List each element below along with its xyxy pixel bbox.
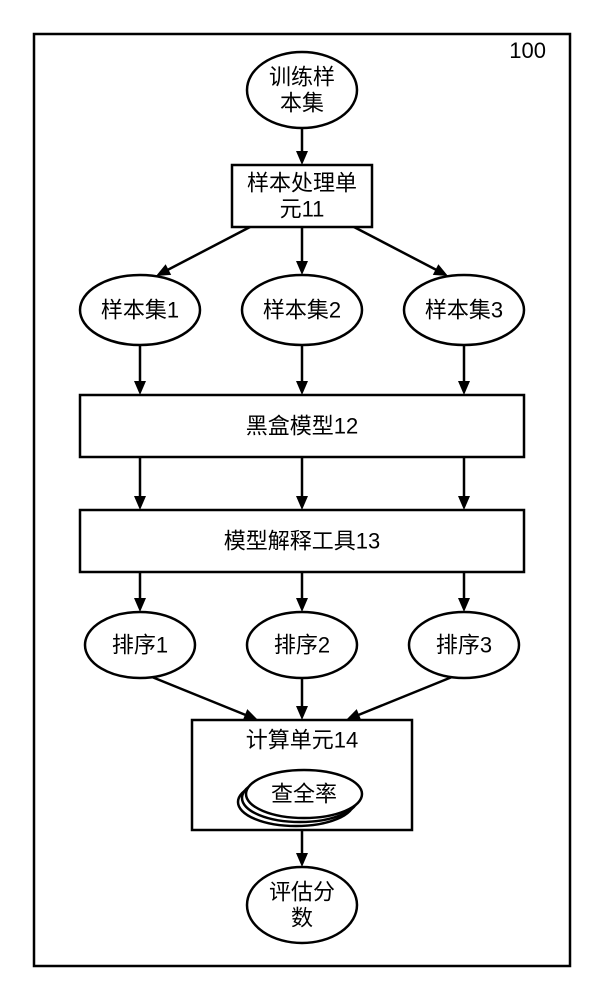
arrowhead <box>296 381 308 395</box>
arrowhead <box>134 496 146 510</box>
node-label: 排序3 <box>436 633 492 658</box>
node-label: 元11 <box>280 197 325 222</box>
node-label: 计算单元14 <box>246 728 358 753</box>
node-label: 排序2 <box>274 633 330 658</box>
arrowhead <box>134 598 146 612</box>
arrowhead <box>296 706 308 720</box>
node-label: 样本处理单 <box>247 171 357 196</box>
node-label: 数 <box>291 906 313 931</box>
arrowhead <box>296 598 308 612</box>
arrowhead <box>458 496 470 510</box>
arrowhead <box>296 496 308 510</box>
arrowhead <box>346 709 361 720</box>
arrowhead <box>296 853 308 867</box>
node-label: 评估分 <box>269 880 335 905</box>
node-label: 训练样 <box>269 65 335 90</box>
edge <box>162 227 250 273</box>
arrowhead <box>458 381 470 395</box>
figure-number: 100 <box>509 38 546 63</box>
edge <box>352 677 452 717</box>
node-label: 查全率 <box>271 782 337 807</box>
node-label: 排序1 <box>112 633 168 658</box>
arrowhead <box>296 261 308 275</box>
edge <box>152 677 252 717</box>
node-label: 样本集2 <box>263 298 341 323</box>
arrowhead <box>458 598 470 612</box>
edge <box>354 227 442 273</box>
arrowhead <box>134 381 146 395</box>
arrowhead <box>296 151 308 165</box>
arrowhead <box>243 709 258 720</box>
node-label: 样本集1 <box>101 298 179 323</box>
node-label: 黑盒模型12 <box>246 414 358 439</box>
node-label: 样本集3 <box>425 298 503 323</box>
node-label: 模型解释工具13 <box>224 529 380 554</box>
node-label: 本集 <box>280 91 324 116</box>
